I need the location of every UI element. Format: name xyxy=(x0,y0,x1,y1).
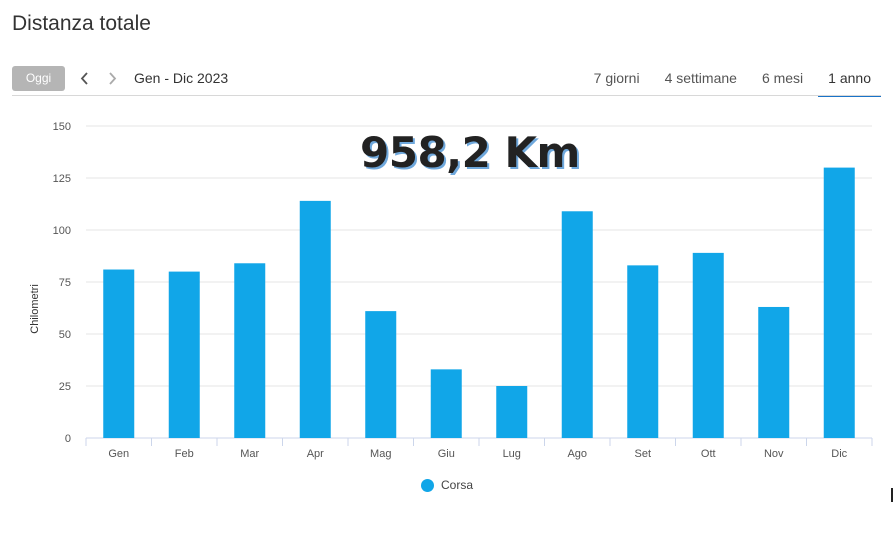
bar-lug xyxy=(496,386,528,438)
x-tick-label: Mag xyxy=(370,448,391,460)
y-tick-label: 150 xyxy=(53,121,71,133)
bar-ago xyxy=(561,211,593,438)
bar-apr xyxy=(299,200,331,438)
y-axis-title: Chilometri xyxy=(29,284,41,334)
x-tick-label: Giu xyxy=(438,448,455,460)
x-tick-label: Mar xyxy=(240,448,259,460)
y-tick-label: 0 xyxy=(65,433,71,445)
date-range-label: Gen - Dic 2023 xyxy=(134,70,229,86)
bar-nov xyxy=(758,306,790,438)
x-tick-label: Ago xyxy=(567,448,587,460)
bar-mar xyxy=(234,263,266,438)
bar-set xyxy=(627,265,659,438)
bar-giu xyxy=(430,369,462,438)
bar-mag xyxy=(365,311,397,438)
chevron-left-icon[interactable] xyxy=(74,66,96,91)
tab-6-mesi[interactable]: 6 mesi xyxy=(761,70,804,86)
y-tick-label: 125 xyxy=(53,173,71,185)
x-tick-label: Ott xyxy=(701,448,716,460)
y-tick-label: 25 xyxy=(59,381,71,393)
header-divider xyxy=(12,95,881,96)
y-tick-label: 100 xyxy=(53,225,71,237)
x-tick-label: Gen xyxy=(108,448,129,460)
distance-bar-chart: 0 25 50 75 100 125 150 Chilometri Gen Feb Mar Apr Ma… xyxy=(29,121,873,460)
bar-dic xyxy=(823,167,855,438)
bar-gen xyxy=(103,269,135,438)
bar-ott xyxy=(692,252,724,438)
x-tick-label: Feb xyxy=(175,448,194,460)
tab-4-settimane[interactable]: 4 settimane xyxy=(664,70,737,86)
page-title: Distanza totale xyxy=(12,12,151,35)
edge-mark xyxy=(891,488,893,502)
x-tick-label: Dic xyxy=(831,448,847,460)
x-tick-label: Lug xyxy=(503,448,521,460)
x-tick-label: Apr xyxy=(307,448,324,460)
total-distance: 958,2 Km xyxy=(360,128,580,177)
y-tick-label: 50 xyxy=(59,329,71,341)
x-tick-label: Nov xyxy=(764,448,784,460)
y-tick-label: 75 xyxy=(59,277,71,289)
tab-7-giorni[interactable]: 7 giorni xyxy=(593,70,640,86)
chevron-right-icon[interactable] xyxy=(101,66,123,91)
legend-marker xyxy=(421,478,434,492)
period-tabs: 7 giorni 4 settimane 6 mesi 1 anno xyxy=(579,60,881,97)
legend-label: Corsa xyxy=(441,478,474,492)
tab-1-anno[interactable]: 1 anno xyxy=(818,60,881,97)
x-tick-label: Set xyxy=(634,448,651,460)
today-button[interactable]: Oggi xyxy=(12,66,65,91)
bar-feb xyxy=(168,271,200,438)
legend-item-corsa[interactable]: Corsa xyxy=(421,478,473,492)
